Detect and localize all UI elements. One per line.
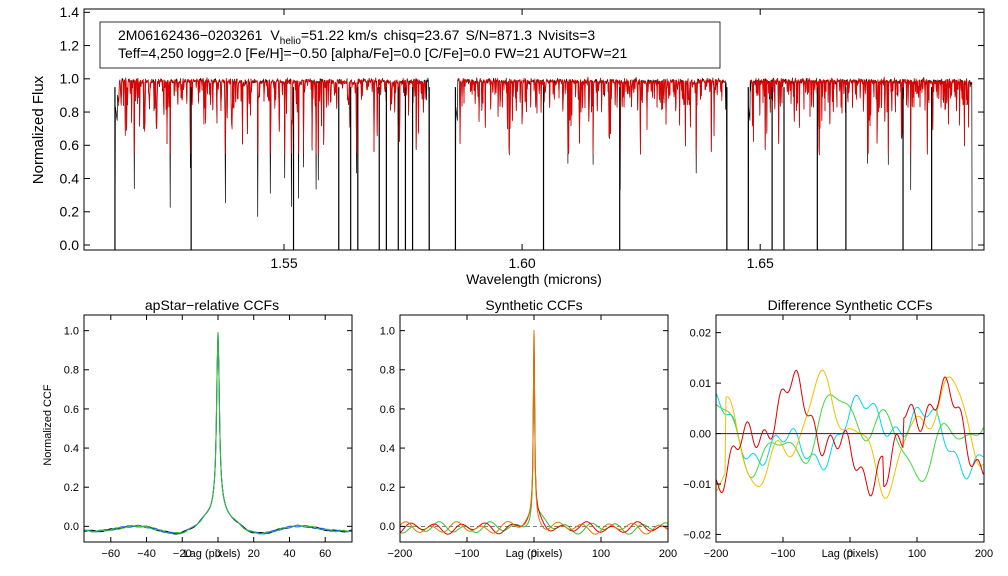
y-tick-label: 1.2 bbox=[60, 37, 80, 53]
x-tick-label: −60 bbox=[101, 548, 120, 560]
difference-ccf-xlabel: Lag (pixels) bbox=[822, 548, 879, 560]
x-tick-label: −200 bbox=[388, 548, 413, 560]
apstar-ccf-visit-3 bbox=[84, 332, 353, 535]
x-tick-label: 0 bbox=[215, 548, 221, 560]
y-tick-label: 0.4 bbox=[380, 443, 395, 455]
x-tick-label: 200 bbox=[975, 548, 993, 560]
star-id: 2M06162436−0203261 bbox=[118, 27, 263, 43]
synthetic-ccf-visit-3 bbox=[399, 330, 669, 535]
difference-ccf-diff-1 bbox=[716, 392, 984, 480]
sn-value: S/N=871.3 bbox=[465, 27, 532, 43]
synthetic-ccf-title: Synthetic CCFs bbox=[485, 297, 582, 313]
x-tick-label: 0 bbox=[531, 548, 537, 560]
spectrum-header-line2: Teff=4,250 logg=2.0 [Fe/H]=−0.50 [alpha/… bbox=[118, 45, 627, 61]
spectrum-header-line1: 2M06162436−0203261 Vhelio=51.22 km/s chisq… bbox=[118, 27, 595, 47]
y-tick-label: 0.0 bbox=[60, 237, 80, 253]
x-tick-label: 40 bbox=[283, 548, 295, 560]
vhelio-value: =51.22 km/s bbox=[301, 27, 378, 43]
y-tick-label: 1.0 bbox=[380, 326, 395, 338]
x-tick-label: −200 bbox=[704, 548, 729, 560]
spectrum-ylabel: Normalized Flux bbox=[30, 75, 47, 184]
spectrum-traces bbox=[114, 76, 973, 250]
y-tick-label: 0.8 bbox=[64, 365, 79, 377]
difference-ccf-traces bbox=[716, 369, 984, 499]
y-tick-label: 1.4 bbox=[60, 4, 80, 20]
y-tick-label: 0.8 bbox=[60, 104, 80, 120]
y-tick-label: 0.2 bbox=[380, 482, 395, 494]
x-tick-label: 100 bbox=[908, 548, 926, 560]
vhelio-label: V bbox=[270, 27, 280, 43]
apstar-ccf-ylabel: Normalized CCF bbox=[42, 384, 54, 466]
y-tick-label: 0.01 bbox=[690, 378, 711, 390]
spectrum-info-box bbox=[99, 21, 721, 69]
x-tick-label: −100 bbox=[455, 548, 480, 560]
x-tick-label: 0 bbox=[847, 548, 853, 560]
y-tick-label: 0.4 bbox=[64, 443, 79, 455]
synthetic-ccf-axes: −200 −100 0 100 200 0.0 0.2 0.4 0.6 0.8 1.0 bbox=[380, 314, 677, 560]
x-tick-label: 20 bbox=[248, 548, 260, 560]
y-tick-label: 1.0 bbox=[60, 71, 80, 87]
y-tick-label: 0.6 bbox=[60, 137, 80, 153]
difference-ccf-diff-4 bbox=[716, 369, 984, 497]
x-tick-label: 1.65 bbox=[747, 255, 774, 271]
y-tick-label: −0.02 bbox=[683, 529, 711, 541]
x-tick-label: 60 bbox=[319, 548, 331, 560]
y-tick-label: 0.2 bbox=[64, 482, 79, 494]
x-tick-label: −100 bbox=[771, 548, 796, 560]
apstar-ccf-traces bbox=[83, 332, 353, 535]
difference-ccf-axes: −200 −100 0 100 200 −0.02 −0.01 0.00 0.01 0.02 bbox=[683, 314, 993, 560]
difference-ccf-diff-3 bbox=[716, 369, 984, 499]
y-tick-label: 0.0 bbox=[64, 521, 79, 533]
synthetic-ccf-xlabel: Lag (pixels) bbox=[506, 548, 563, 560]
y-tick-label: 0.4 bbox=[60, 170, 80, 186]
x-tick-label: −40 bbox=[137, 548, 156, 560]
apstar-ccf-title: apStar−relative CCFs bbox=[145, 297, 279, 313]
difference-ccf-title: Difference Synthetic CCFs bbox=[768, 297, 933, 313]
model-spectrum-chip-1 bbox=[118, 77, 426, 154]
synthetic-ccf-traces bbox=[399, 330, 669, 535]
y-tick-label: 0.6 bbox=[64, 404, 79, 416]
model-spectrum-chip-3 bbox=[750, 76, 970, 154]
synthetic-ccf-panel: −200 −100 0 100 200 0.0 0.2 0.4 0.6 0.8 1.0 Synthe… bbox=[380, 297, 677, 560]
y-tick-label: −0.01 bbox=[683, 479, 711, 491]
nvisits-value: Nvisits=3 bbox=[538, 27, 595, 43]
x-tick-label: −20 bbox=[173, 548, 192, 560]
y-tick-label: 0.00 bbox=[690, 428, 711, 440]
difference-ccf-panel: −200 −100 0 100 200 −0.02 −0.01 0.00 0.01 0.02 Di… bbox=[683, 297, 993, 560]
y-tick-label: 1.0 bbox=[64, 326, 79, 338]
apstar-ccf-panel: −60 −40 −20 0 20 40 60 0.0 0.2 0.4 0.6 0.8 1.0 apSta… bbox=[42, 297, 353, 560]
y-tick-label: 0.02 bbox=[690, 328, 711, 340]
spectrum-xlabel: Wavelength (microns) bbox=[466, 271, 602, 287]
spectrum-axes: 1.55 1.60 1.65 0.0 0.2 0.4 0.6 0.8 1.0 1.2 1.4 bbox=[60, 4, 985, 271]
model-spectrum-chip-2 bbox=[458, 76, 725, 154]
x-tick-label: 1.55 bbox=[270, 255, 297, 271]
apstar-ccf-axes: −60 −40 −20 0 20 40 60 0.0 0.2 0.4 0.6 0.8 1.0 bbox=[64, 314, 353, 560]
y-tick-label: 0.8 bbox=[380, 365, 395, 377]
apstar-ccf-xlabel: Lag (pixels) bbox=[184, 548, 241, 560]
y-tick-label: 0.2 bbox=[60, 204, 80, 220]
y-tick-label: 0.6 bbox=[380, 404, 395, 416]
y-tick-label: 0.0 bbox=[380, 521, 395, 533]
chisq-value: chisq=23.67 bbox=[384, 27, 460, 43]
x-tick-label: 1.60 bbox=[508, 255, 535, 271]
vhelio-subscript: helio bbox=[280, 36, 302, 47]
spectrum-panel: 1.55 1.60 1.65 0.0 0.2 0.4 0.6 0.8 1.0 1.2 1.4 2M0… bbox=[30, 4, 985, 287]
x-tick-label: 100 bbox=[592, 548, 610, 560]
plot-frame bbox=[83, 8, 985, 251]
x-tick-label: 200 bbox=[659, 548, 677, 560]
difference-ccf-diff-2 bbox=[716, 394, 984, 482]
